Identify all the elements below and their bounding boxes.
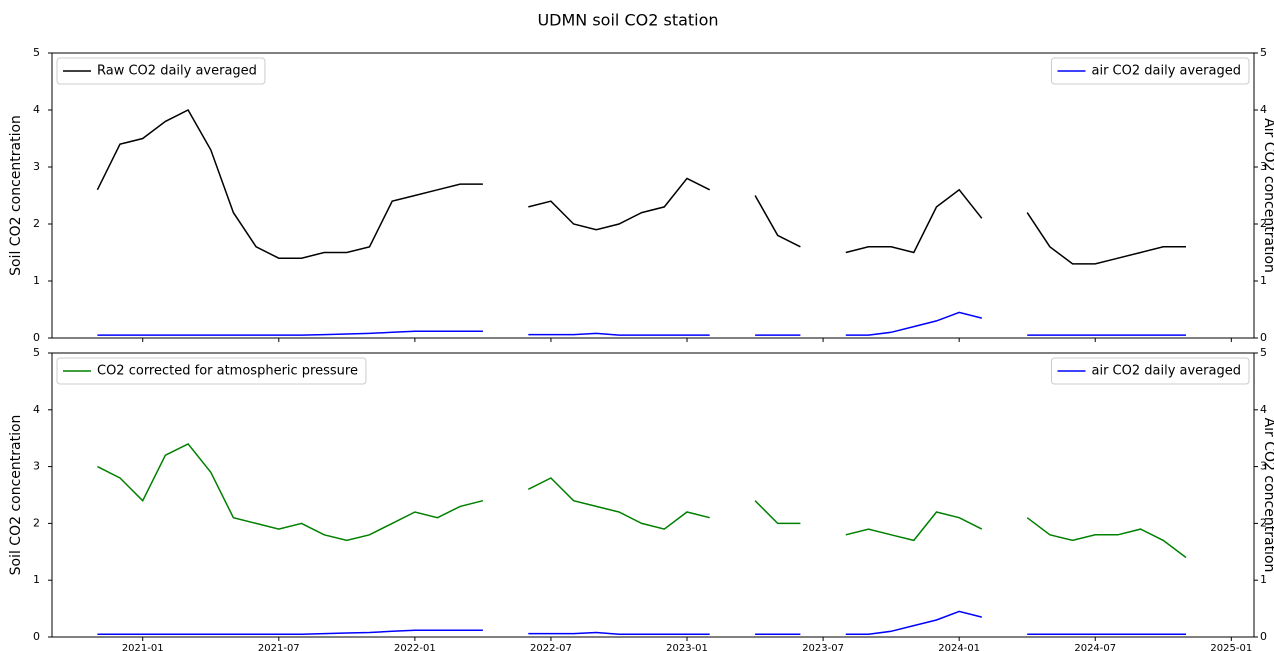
legend: air CO2 daily averaged — [1050, 357, 1250, 385]
legend-box — [1050, 57, 1250, 85]
y2-tick-label: 5 — [1260, 46, 1267, 59]
y-tick-label: 0 — [33, 331, 40, 344]
y2-tick-label: 4 — [1260, 103, 1267, 116]
x-tick-label: 2022-01 — [394, 643, 436, 651]
legend: Raw CO2 daily averaged — [56, 57, 266, 85]
y-tick-label: 1 — [33, 274, 40, 287]
legend-label: CO2 corrected for atmospheric pressure — [97, 364, 358, 379]
legend-box — [1050, 357, 1250, 385]
y2-tick-label: 1 — [1260, 274, 1267, 287]
y-tick-label: 0 — [33, 630, 40, 643]
y-tick-label: 2 — [33, 516, 40, 529]
x-tick-label: 2025-01 — [1210, 643, 1252, 651]
chart-title: UDMN soil CO2 station — [537, 11, 718, 30]
y2-tick-label: 3 — [1260, 460, 1267, 473]
y-axis-label: Soil CO2 concentration — [8, 415, 24, 576]
legend-box — [56, 57, 266, 85]
series-line — [97, 311, 1186, 336]
y2-tick-label: 2 — [1260, 516, 1267, 529]
legend: air CO2 daily averaged — [1050, 57, 1250, 85]
x-tick-label: 2022-07 — [530, 643, 572, 651]
series-line — [97, 610, 1186, 635]
x-tick-label: 2023-01 — [666, 643, 708, 651]
plot-frame — [51, 52, 1255, 339]
y2-tick-label: 1 — [1260, 573, 1267, 586]
x-tick-label: 2021-07 — [258, 643, 300, 651]
legend: CO2 corrected for atmospheric pressure — [56, 357, 367, 385]
y2-tick-label: 2 — [1260, 217, 1267, 230]
plot-frame — [51, 352, 1255, 638]
y-tick-label: 3 — [33, 160, 40, 173]
y-tick-label: 5 — [33, 346, 40, 359]
x-tick-label: 2024-07 — [1074, 643, 1116, 651]
y-tick-label: 3 — [33, 460, 40, 473]
y2-tick-label: 5 — [1260, 346, 1267, 359]
y2-tick-label: 0 — [1260, 630, 1267, 643]
y-tick-label: 2 — [33, 217, 40, 230]
y2-tick-label: 4 — [1260, 403, 1267, 416]
y2-axis-label: Air CO2 concentration — [1261, 418, 1274, 573]
y-tick-label: 1 — [33, 573, 40, 586]
y-tick-label: 4 — [33, 403, 40, 416]
y-tick-label: 4 — [33, 103, 40, 116]
y2-axis-label: Air CO2 concentration — [1261, 118, 1274, 273]
legend-label: air CO2 daily averaged — [1091, 364, 1241, 379]
series-line — [96, 109, 1186, 265]
x-tick-label: 2023-07 — [802, 643, 844, 651]
y-tick-label: 5 — [33, 46, 40, 59]
legend-box — [56, 357, 367, 385]
y2-tick-label: 0 — [1260, 331, 1267, 344]
series-line — [97, 442, 1187, 559]
legend-label: air CO2 daily averaged — [1091, 64, 1241, 79]
y2-tick-label: 3 — [1260, 160, 1267, 173]
y-axis-label: Soil CO2 concentration — [8, 115, 24, 276]
x-tick-label: 2024-01 — [938, 643, 980, 651]
legend-label: Raw CO2 daily averaged — [97, 64, 257, 79]
x-tick-label: 2021-01 — [122, 643, 164, 651]
